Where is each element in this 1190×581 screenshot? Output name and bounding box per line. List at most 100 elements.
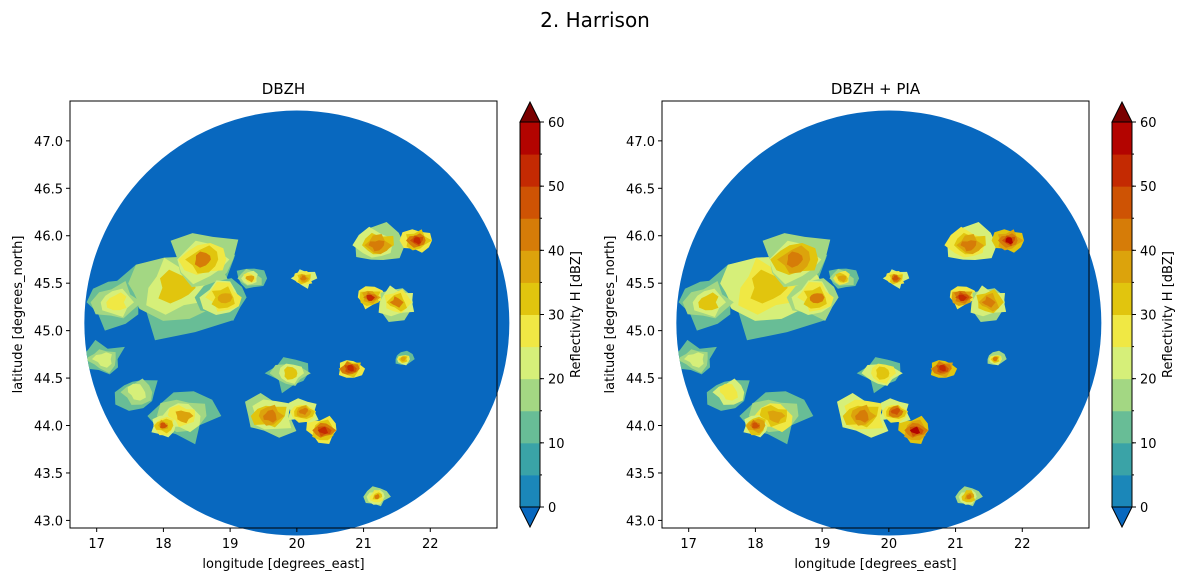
colorbar-band	[520, 314, 540, 348]
x-tick-label: 21	[355, 537, 372, 552]
x-tick-label: 17	[88, 537, 105, 552]
colorbar-band	[1112, 154, 1132, 187]
reflectivity-contour	[809, 293, 825, 304]
reflectivity-contour	[106, 292, 127, 311]
colorbar-tick-label: 10	[1140, 437, 1157, 452]
reflectivity-contour	[892, 275, 899, 281]
reflectivity-cell	[898, 415, 929, 444]
y-tick-label: 46.5	[626, 182, 655, 197]
panel-title: DBZH	[262, 80, 305, 98]
colorbar-tick-label: 0	[548, 501, 556, 516]
reflectivity-cell	[786, 278, 839, 321]
reflectivity-contour	[855, 409, 869, 423]
reflectivity-cell	[151, 415, 176, 438]
reflectivity-contour	[719, 383, 738, 401]
colorbar: 0 10 20 30 40 50 60 Reflectivity H [dBZ]	[1111, 100, 1176, 529]
colorbar: 0 10 20 30 40 50 60 Reflectivity H [dBZ]	[519, 100, 584, 529]
colorbar-band	[1112, 218, 1132, 251]
reflectivity-contour	[284, 366, 298, 380]
reflectivity-contour	[837, 275, 847, 283]
colorbar-band	[1112, 122, 1132, 155]
colorbar-tick-label: 30	[1140, 309, 1157, 324]
x-tick-label: 22	[422, 537, 439, 552]
reflectivity-cell	[114, 378, 158, 411]
x-tick-label: 19	[814, 537, 831, 552]
reflectivity-contour	[347, 365, 354, 372]
colorbar-band	[1112, 378, 1132, 412]
reflectivity-contour	[684, 352, 704, 368]
colorbar-tick-label: 50	[548, 180, 565, 195]
colorbar-band	[1112, 282, 1132, 315]
axes-frame	[69, 100, 498, 529]
reflectivity-contour	[263, 409, 277, 423]
reflectivity-contour	[1005, 237, 1013, 245]
colorbar-band	[1112, 346, 1132, 380]
x-tick-label: 20	[881, 537, 898, 552]
colorbar-tick-label: 50	[1140, 180, 1157, 195]
y-tick-label: 44.0	[34, 420, 63, 435]
y-tick-label: 46.0	[626, 230, 655, 245]
reflectivity-contour	[992, 356, 999, 362]
panel-dbzh-pia: DBZH + PIA 17 18 19 20 21 22 43.0 43.5 44.0 44.5 45…	[603, 80, 1176, 572]
reflectivity-cell	[949, 286, 979, 310]
radar-coverage-disc	[676, 110, 1102, 536]
reflectivity-cell	[399, 229, 432, 253]
reflectivity-cell	[245, 393, 297, 438]
reflectivity-cell	[837, 393, 889, 438]
reflectivity-cell	[236, 268, 268, 289]
reflectivity-cell	[290, 269, 318, 289]
y-tick-label: 46.0	[34, 230, 63, 245]
reflectivity-contour	[958, 294, 967, 301]
y-tick-label: 43.0	[34, 514, 63, 529]
colorbar-tick-label: 30	[548, 309, 565, 324]
reflectivity-contour	[245, 275, 255, 283]
y-tick-label: 43.0	[626, 514, 655, 529]
reflectivity-cell	[987, 350, 1007, 366]
reflectivity-contour	[317, 426, 329, 435]
radar-coverage-disc	[84, 110, 510, 536]
reflectivity-cell	[706, 378, 750, 411]
colorbar-extend-min	[519, 506, 541, 529]
reflectivity-contour	[194, 251, 211, 268]
panel-title: DBZH + PIA	[831, 80, 921, 98]
colorbar-band	[520, 154, 540, 187]
reflectivity-contour	[981, 296, 996, 308]
colorbar-band	[1112, 186, 1132, 219]
colorbar-band	[520, 346, 540, 380]
colorbar-band	[1112, 474, 1132, 508]
reflectivity-contour	[939, 365, 946, 372]
reflectivity-cell	[306, 415, 337, 444]
colorbar-band	[1112, 314, 1132, 348]
colorbar-tick-label: 20	[1140, 373, 1157, 388]
reflectivity-cell	[880, 398, 911, 423]
y-tick-label: 45.0	[34, 325, 63, 340]
y-tick-label: 44.0	[626, 420, 655, 435]
reflectivity-cell	[882, 269, 910, 289]
reflectivity-cell	[991, 229, 1024, 253]
y-tick-label: 46.5	[34, 182, 63, 197]
reflectivity-contour	[127, 383, 146, 401]
y-tick-label: 45.5	[34, 277, 63, 292]
x-tick-label: 17	[680, 537, 697, 552]
x-tick-label: 22	[1014, 537, 1031, 552]
reflectivity-cell	[170, 233, 239, 288]
reflectivity-cell	[338, 360, 366, 378]
reflectivity-contour	[413, 237, 421, 245]
y-tick-label: 43.5	[626, 467, 655, 482]
colorbar-extend-max	[1111, 100, 1133, 123]
colorbar-band	[520, 186, 540, 219]
reflectivity-contour	[374, 493, 380, 500]
axes-frame	[661, 100, 1090, 529]
y-axis-label: latitude [degrees_north]	[11, 236, 26, 394]
panel-dbzh: DBZH 17 18 19 20 21 22 43.0 43.5 44.0 44.5 45.0 45.5…	[11, 80, 584, 572]
reflectivity-contour	[366, 294, 375, 301]
colorbar-band	[520, 282, 540, 315]
x-tick-label: 18	[747, 537, 764, 552]
colorbar-band	[520, 442, 540, 476]
reflectivity-cell	[86, 279, 142, 331]
reflectivity-cell	[856, 357, 903, 394]
colorbar-band	[520, 410, 540, 444]
reflectivity-contour	[400, 356, 407, 362]
colorbar-band	[520, 218, 540, 251]
